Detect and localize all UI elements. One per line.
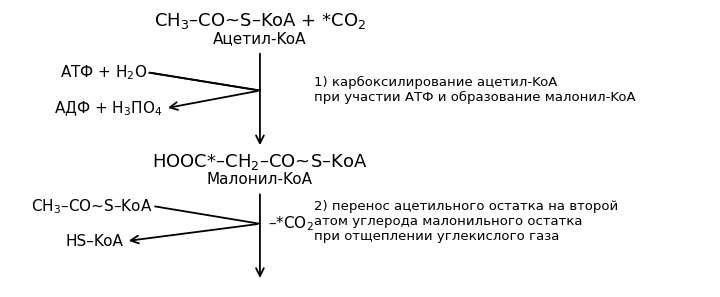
- Text: CH$_3$–CO~S–KoA: CH$_3$–CO~S–KoA: [31, 197, 153, 216]
- Text: CH$_3$–CO~S–KoA + *CO$_2$: CH$_3$–CO~S–KoA + *CO$_2$: [154, 11, 366, 31]
- Text: атом углерода малонильного остатка: атом углерода малонильного остатка: [314, 215, 582, 228]
- Text: HS–KoA: HS–KoA: [65, 234, 123, 249]
- Text: Малонил-KoA: Малонил-KoA: [207, 172, 313, 187]
- Text: Ацетил-KoA: Ацетил-KoA: [213, 31, 307, 46]
- Text: 1) карбоксилирование ацетил-KoA: 1) карбоксилирование ацетил-KoA: [314, 76, 557, 89]
- Text: при отщеплении углекислого газа: при отщеплении углекислого газа: [314, 230, 559, 243]
- Text: 2) перенос ацетильного остатка на второй: 2) перенос ацетильного остатка на второй: [314, 200, 618, 213]
- Text: АТФ + Н$_2$О: АТФ + Н$_2$О: [60, 63, 148, 82]
- Text: –*CO$_2$: –*CO$_2$: [268, 214, 313, 233]
- Text: АДФ + Н$_3$ПО$_4$: АДФ + Н$_3$ПО$_4$: [53, 99, 162, 118]
- Text: при участии АТФ и образование малонил-KoA: при участии АТФ и образование малонил-Ko…: [314, 91, 635, 104]
- Text: HOOC*–CH$_2$–CO~S–KoA: HOOC*–CH$_2$–CO~S–KoA: [152, 152, 368, 172]
